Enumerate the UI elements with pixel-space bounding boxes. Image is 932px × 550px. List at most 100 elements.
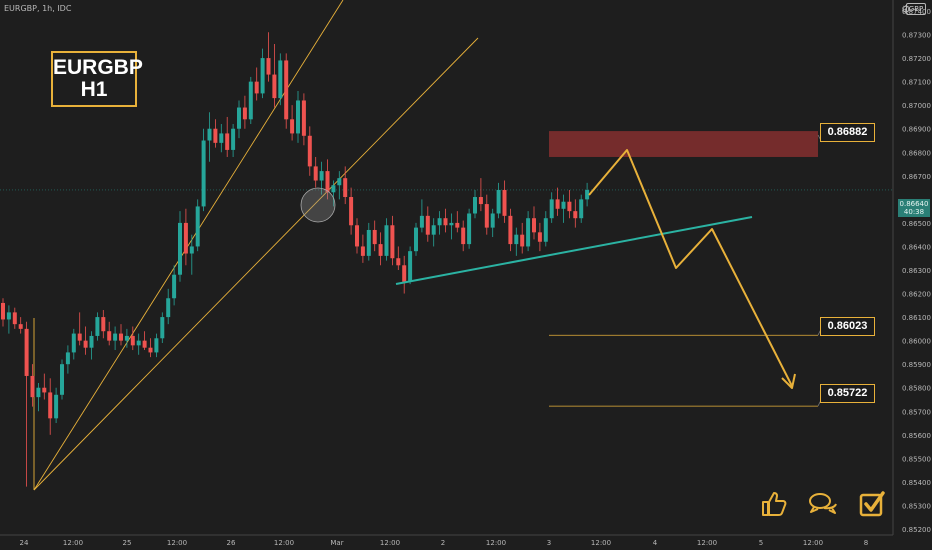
candle-body <box>248 81 253 120</box>
price-tick-label: 0.87300 <box>902 32 931 40</box>
price-tick-label: 0.86500 <box>902 220 931 228</box>
price-tick-label: 0.86700 <box>902 173 931 181</box>
currency-badge[interactable]: GBP <box>906 3 926 15</box>
candle-body <box>455 222 460 228</box>
candle-body <box>290 119 295 134</box>
candle-body <box>573 211 578 219</box>
title-timeframe: H1 <box>80 78 108 101</box>
time-tick-label: 12:00 <box>697 539 717 547</box>
checkbox-icon[interactable] <box>858 490 886 518</box>
current-price-badge: 0.86640 40:38 <box>898 199 930 217</box>
title-symbol: EURGBP <box>53 56 143 79</box>
candle-body <box>77 333 82 341</box>
price-tick-label: 0.87400 <box>902 8 931 16</box>
candle-body <box>307 135 312 167</box>
candle-body <box>449 222 454 226</box>
candle-body <box>532 218 536 233</box>
candle-body <box>54 394 59 419</box>
candle-body <box>130 335 135 346</box>
candle-body <box>189 246 194 254</box>
candle-body <box>419 215 424 228</box>
candle-body <box>124 335 129 341</box>
channel-lower-line <box>33 37 479 491</box>
price-tick-label: 0.86800 <box>902 149 931 157</box>
candle-body <box>349 197 354 226</box>
thumbs-up-icon[interactable] <box>760 490 788 518</box>
symbol-header[interactable]: EURGBP, 1h, IDC <box>4 4 72 13</box>
candle-body <box>319 171 324 181</box>
candle-body <box>467 213 472 245</box>
candle-body <box>443 218 448 226</box>
price-tick-label: 0.85200 <box>902 526 931 534</box>
candle-body <box>325 171 330 193</box>
candle-body <box>408 251 413 282</box>
candle-body <box>242 107 247 120</box>
candle-body <box>284 60 289 120</box>
time-tick-label: 12:00 <box>591 539 611 547</box>
candle-body <box>384 225 389 256</box>
candle-body <box>142 340 147 348</box>
candle-body <box>172 274 177 299</box>
channel-upper-line <box>33 0 344 491</box>
time-tick-label: 4 <box>653 539 658 547</box>
time-tick-label: Mar <box>330 539 343 547</box>
candle-body <box>526 218 531 247</box>
candle-body <box>431 225 436 235</box>
price-tick-label: 0.86900 <box>902 126 931 134</box>
candle-body <box>313 166 318 181</box>
candle-body <box>378 244 383 256</box>
candle-body <box>83 340 88 348</box>
time-tick-label: 12:00 <box>803 539 823 547</box>
candle-body <box>225 133 230 150</box>
candle-body <box>95 317 100 336</box>
candle-body <box>414 227 418 252</box>
candle-body <box>561 201 566 209</box>
candle-body <box>195 206 200 247</box>
support-trendline <box>395 216 753 285</box>
candle-body <box>178 222 182 275</box>
projection-arrowhead <box>781 373 796 389</box>
candle-body <box>355 225 359 247</box>
level-label-target-1: 0.86023 <box>820 317 875 336</box>
time-tick-label: 25 <box>123 539 132 547</box>
price-tick-label: 0.85500 <box>902 455 931 463</box>
candle-body <box>537 232 542 242</box>
time-tick-label: 2 <box>441 539 445 547</box>
candle-body <box>301 100 306 136</box>
candle-body <box>219 133 224 143</box>
candle-body <box>567 201 572 212</box>
candle-body <box>461 227 466 245</box>
chat-icon[interactable] <box>808 490 838 518</box>
candle-body <box>148 347 153 353</box>
candle-body <box>402 265 407 282</box>
candle-body <box>24 328 29 376</box>
time-tick-label: 8 <box>864 539 868 547</box>
time-tick-label: 12:00 <box>63 539 83 547</box>
price-tick-label: 0.85900 <box>902 361 931 369</box>
candle-body <box>260 58 265 94</box>
candle-body <box>549 199 554 219</box>
time-tick-label: 3 <box>547 539 551 547</box>
price-tick-label: 0.87200 <box>902 55 931 63</box>
candle-body <box>343 178 348 198</box>
candle-body <box>1 302 5 320</box>
candle-body <box>89 335 94 348</box>
candle-body <box>183 222 188 254</box>
candle-body <box>6 312 11 320</box>
candle-body <box>136 340 141 346</box>
time-tick-label: 12:00 <box>167 539 187 547</box>
candle-body <box>42 387 47 393</box>
price-axis-panel <box>893 0 932 550</box>
candle-body <box>12 312 17 325</box>
candle-body <box>502 189 507 216</box>
candle-countdown: 40:38 <box>903 208 925 216</box>
candle-body <box>166 298 171 318</box>
candle-body <box>65 352 70 365</box>
price-tick-label: 0.85300 <box>902 502 931 510</box>
current-price-value: 0.86640 <box>899 200 929 208</box>
time-tick-label: 12:00 <box>380 539 400 547</box>
price-tick-label: 0.86000 <box>902 338 931 346</box>
gear-icon[interactable]: ⚙ <box>901 3 911 16</box>
